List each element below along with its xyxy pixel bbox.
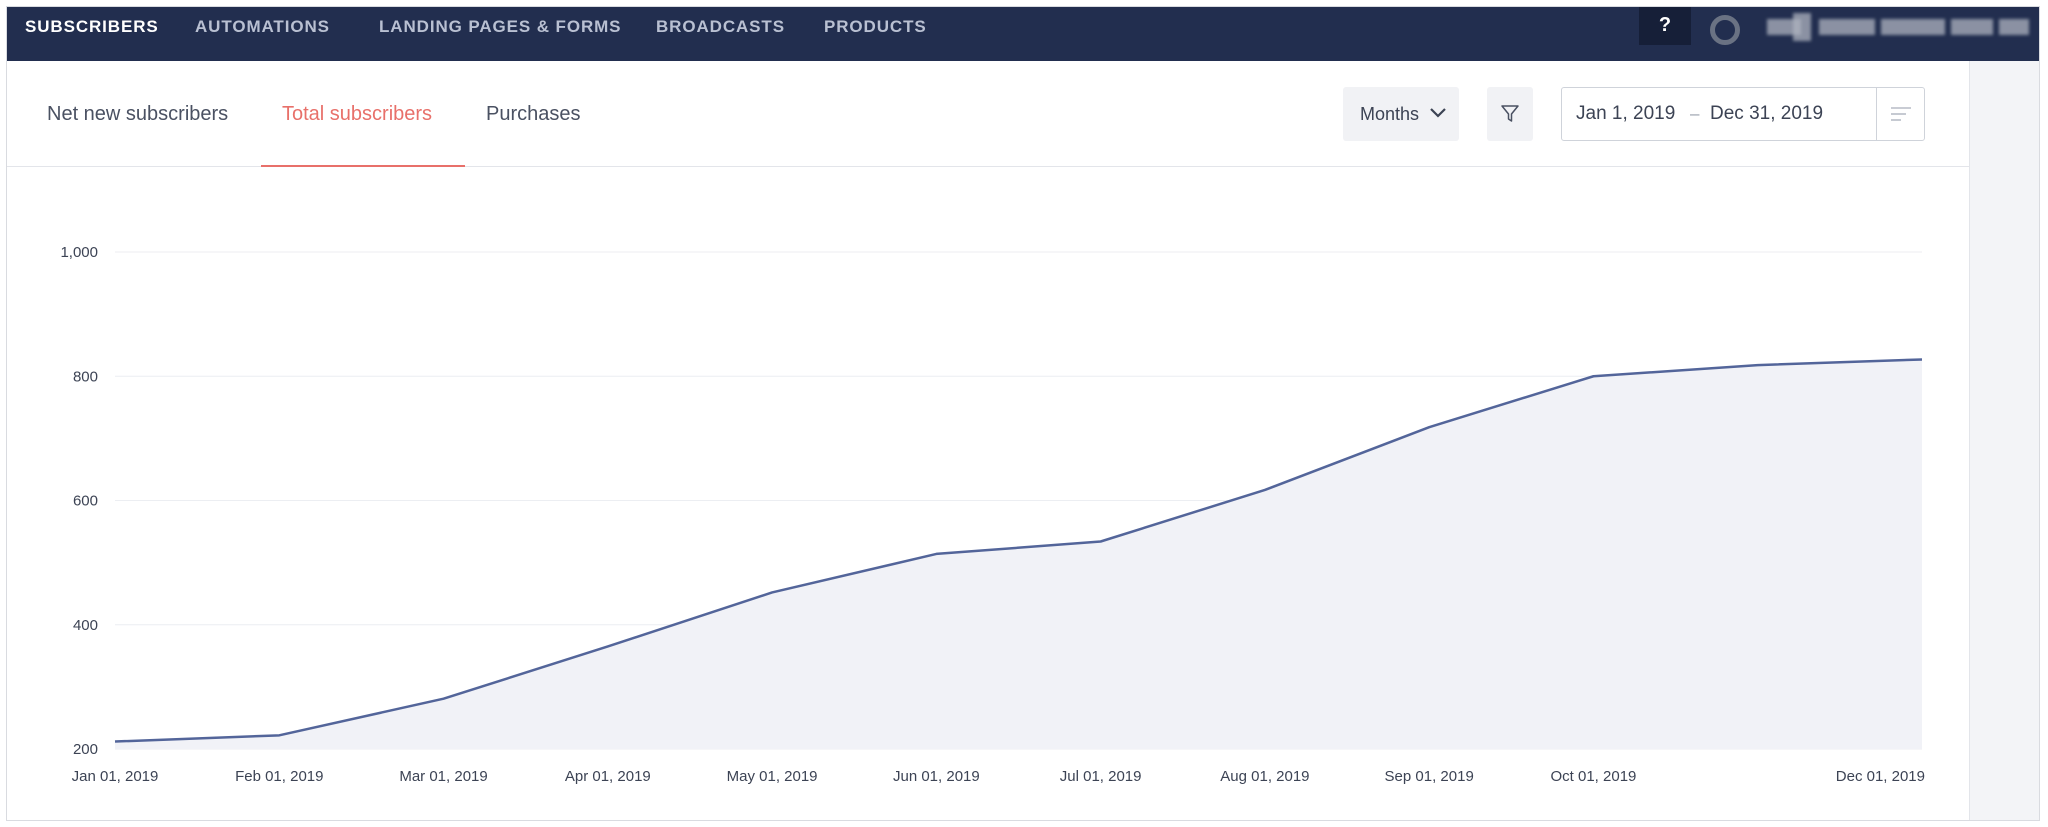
y-tick-label: 200 [73, 741, 98, 758]
period-select-label: Months [1360, 104, 1420, 124]
x-tick-label: Feb 01, 2019 [235, 768, 323, 785]
total-subscribers-chart: 200 400 600 800 1,000 Jan 01, 2019 Feb 01, 20… [60, 244, 1925, 785]
y-tick-label: 600 [73, 493, 98, 510]
x-tick-label: Mar 01, 2019 [399, 768, 487, 785]
tab-total-subscribers[interactable]: Total subscribers [282, 103, 433, 125]
y-tick-label: 400 [73, 617, 98, 634]
nav-landing-pages-forms[interactable]: LANDING PAGES & FORMS [379, 17, 622, 36]
date-end[interactable]: Dec 31, 2019 [1710, 103, 1824, 124]
tab-net-new-subscribers[interactable]: Net new subscribers [47, 103, 229, 125]
period-select[interactable]: Months [1343, 87, 1459, 141]
help-button[interactable]: ? [1639, 7, 1691, 45]
chart-area-layer [114, 358, 1923, 749]
nav-broadcasts[interactable]: BROADCASTS [656, 17, 785, 36]
y-axis-ticks: 200 400 600 800 1,000 [60, 244, 98, 758]
sort-lines-icon [1891, 107, 1911, 121]
x-tick-label: Aug 01, 2019 [1220, 768, 1309, 785]
x-axis-ticks: Jan 01, 2019 Feb 01, 2019 Mar 01, 2019 Apr … [72, 768, 1925, 785]
x-tick-label: Dec 01, 2019 [1836, 768, 1925, 785]
date-start[interactable]: Jan 1, 2019 [1576, 103, 1676, 124]
x-tick-label: Jan 01, 2019 [72, 768, 159, 785]
date-separator: – [1690, 104, 1700, 123]
report-toolbar: Net new subscribers Total subscribers Pu… [7, 61, 1969, 167]
x-tick-label: May 01, 2019 [727, 768, 818, 785]
x-tick-label: Apr 01, 2019 [565, 768, 651, 785]
right-side-panel [1969, 61, 2039, 820]
x-tick-label: Jun 01, 2019 [893, 768, 980, 785]
nav-subscribers[interactable]: SUBSCRIBERS [25, 17, 159, 36]
series-area-fill [115, 359, 1922, 749]
top-navigation: SUBSCRIBERS AUTOMATIONS LANDING PAGES & … [7, 7, 2039, 61]
tab-purchases[interactable]: Purchases [486, 103, 581, 125]
filter-icon [1501, 105, 1519, 122]
series-line [114, 358, 1923, 743]
app-frame: SUBSCRIBERS AUTOMATIONS LANDING PAGES & … [6, 6, 2040, 821]
x-tick-label: Jul 01, 2019 [1060, 768, 1142, 785]
nav-automations[interactable]: AUTOMATIONS [195, 17, 330, 36]
circle-ring-icon[interactable] [1710, 15, 1740, 45]
filter-button[interactable] [1487, 87, 1533, 141]
active-tab-indicator [261, 165, 465, 167]
sort-button[interactable] [1876, 88, 1924, 140]
nav-products[interactable]: PRODUCTS [824, 17, 927, 36]
y-tick-label: 1,000 [60, 244, 98, 261]
x-tick-label: Sep 01, 2019 [1385, 768, 1474, 785]
date-range-picker[interactable]: Jan 1, 2019 – Dec 31, 2019 [1561, 87, 1925, 141]
chevron-down-icon [1430, 108, 1446, 118]
y-tick-label: 800 [73, 368, 98, 385]
x-tick-label: Oct 01, 2019 [1551, 768, 1637, 785]
account-menu[interactable] [1767, 11, 2037, 43]
